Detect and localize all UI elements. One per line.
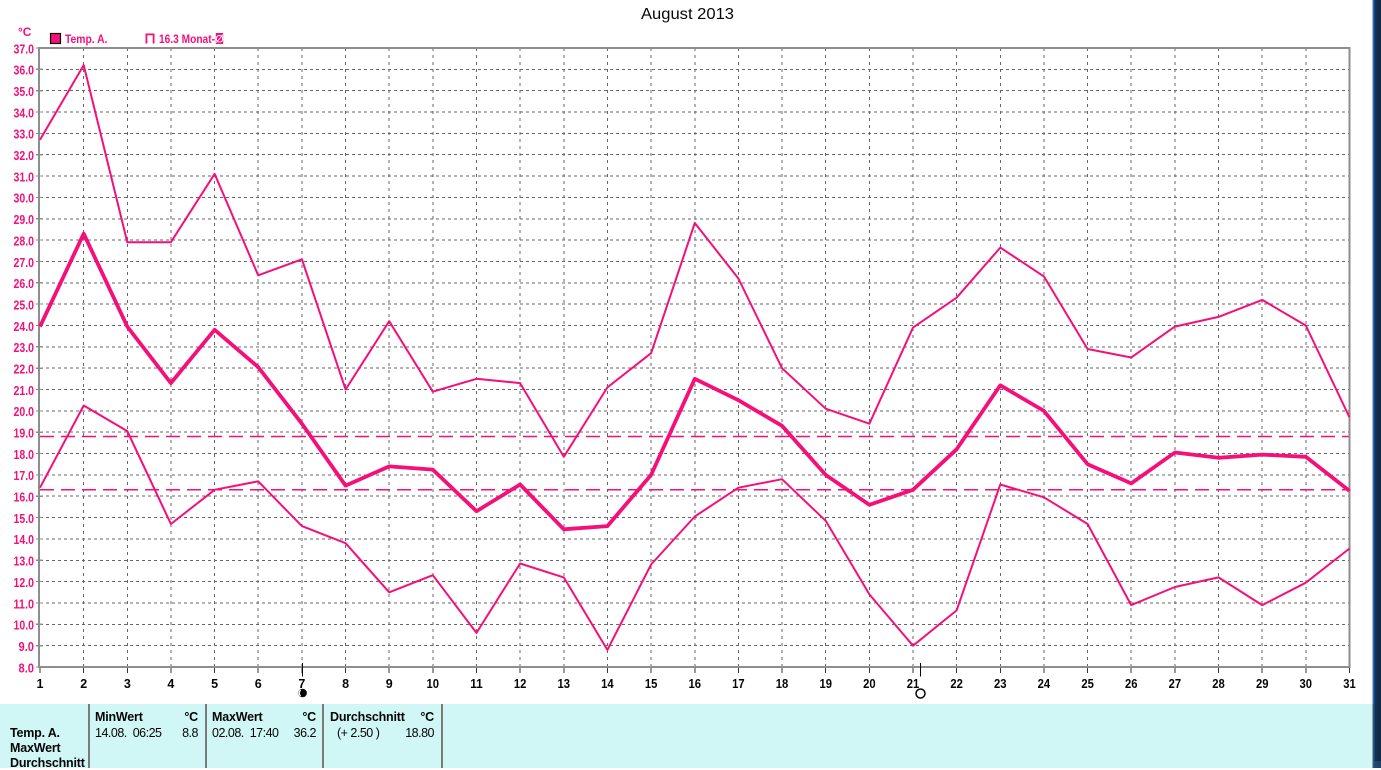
svg-text:32.0: 32.0 bbox=[14, 149, 35, 163]
svg-text:24: 24 bbox=[1038, 677, 1051, 691]
svg-text:26: 26 bbox=[1125, 677, 1138, 691]
svg-text:27: 27 bbox=[1169, 677, 1182, 691]
svg-text:11.0: 11.0 bbox=[14, 597, 35, 611]
svg-text:20.0: 20.0 bbox=[14, 405, 35, 419]
svg-text:2: 2 bbox=[80, 677, 87, 691]
svg-text:20: 20 bbox=[863, 677, 876, 691]
svg-text:16.0: 16.0 bbox=[14, 491, 35, 505]
svg-text:35.0: 35.0 bbox=[14, 85, 35, 99]
svg-text:22.0: 22.0 bbox=[14, 363, 35, 377]
svg-text:28: 28 bbox=[1212, 677, 1225, 691]
svg-text:3: 3 bbox=[124, 677, 131, 691]
svg-text:8.0: 8.0 bbox=[19, 661, 35, 675]
svg-text:26.0: 26.0 bbox=[14, 277, 35, 291]
svg-text:Temp. A.: Temp. A. bbox=[65, 32, 108, 46]
svg-text:4: 4 bbox=[167, 677, 174, 691]
svg-text:8: 8 bbox=[342, 677, 349, 691]
svg-text:5: 5 bbox=[211, 677, 218, 691]
svg-text:15.0: 15.0 bbox=[14, 512, 35, 526]
svg-text:30: 30 bbox=[1300, 677, 1313, 691]
svg-text:7: 7 bbox=[298, 677, 305, 691]
svg-text:19.0: 19.0 bbox=[14, 427, 35, 441]
svg-text:15: 15 bbox=[645, 677, 658, 691]
svg-text:12.0: 12.0 bbox=[14, 576, 35, 590]
svg-text:16: 16 bbox=[689, 677, 702, 691]
svg-text:16.3 Monat-: 16.3 Monat- bbox=[159, 32, 215, 46]
svg-text:14: 14 bbox=[601, 677, 614, 691]
svg-text:25: 25 bbox=[1081, 677, 1094, 691]
svg-text:33.0: 33.0 bbox=[14, 128, 35, 142]
svg-text:6: 6 bbox=[255, 677, 262, 691]
svg-text:21.0: 21.0 bbox=[14, 384, 35, 398]
svg-text:18: 18 bbox=[776, 677, 789, 691]
svg-text:36.0: 36.0 bbox=[14, 64, 35, 78]
svg-text:37.0: 37.0 bbox=[14, 42, 35, 56]
svg-text:10.0: 10.0 bbox=[14, 619, 35, 633]
svg-text:12: 12 bbox=[514, 677, 527, 691]
svg-text:14.0: 14.0 bbox=[14, 533, 35, 547]
svg-text:13.0: 13.0 bbox=[14, 555, 35, 569]
svg-text:9: 9 bbox=[386, 677, 393, 691]
svg-text:17: 17 bbox=[732, 677, 745, 691]
svg-text:21: 21 bbox=[907, 677, 920, 691]
svg-text:29.0: 29.0 bbox=[14, 213, 35, 227]
svg-text:August 2013: August 2013 bbox=[641, 6, 734, 23]
svg-text:23: 23 bbox=[994, 677, 1007, 691]
svg-text:10: 10 bbox=[427, 677, 440, 691]
svg-text:11: 11 bbox=[470, 677, 483, 691]
svg-text:1: 1 bbox=[37, 677, 44, 691]
svg-text:Ø: Ø bbox=[215, 34, 224, 46]
svg-text:22: 22 bbox=[950, 677, 963, 691]
svg-text:18.0: 18.0 bbox=[14, 448, 35, 462]
svg-text:°C: °C bbox=[18, 25, 32, 39]
svg-text:30.0: 30.0 bbox=[14, 192, 35, 206]
svg-text:25.0: 25.0 bbox=[14, 298, 35, 312]
svg-text:13: 13 bbox=[558, 677, 571, 691]
svg-text:9.0: 9.0 bbox=[19, 640, 35, 654]
svg-text:31: 31 bbox=[1343, 677, 1356, 691]
svg-text:34.0: 34.0 bbox=[14, 106, 35, 120]
svg-text:19: 19 bbox=[819, 677, 832, 691]
svg-text:17.0: 17.0 bbox=[14, 469, 35, 483]
svg-text:31.0: 31.0 bbox=[14, 170, 35, 184]
svg-text:28.0: 28.0 bbox=[14, 234, 35, 248]
svg-text:24.0: 24.0 bbox=[14, 320, 35, 334]
svg-text:27.0: 27.0 bbox=[14, 256, 35, 270]
svg-text:29: 29 bbox=[1256, 677, 1269, 691]
svg-text:23.0: 23.0 bbox=[14, 341, 35, 355]
